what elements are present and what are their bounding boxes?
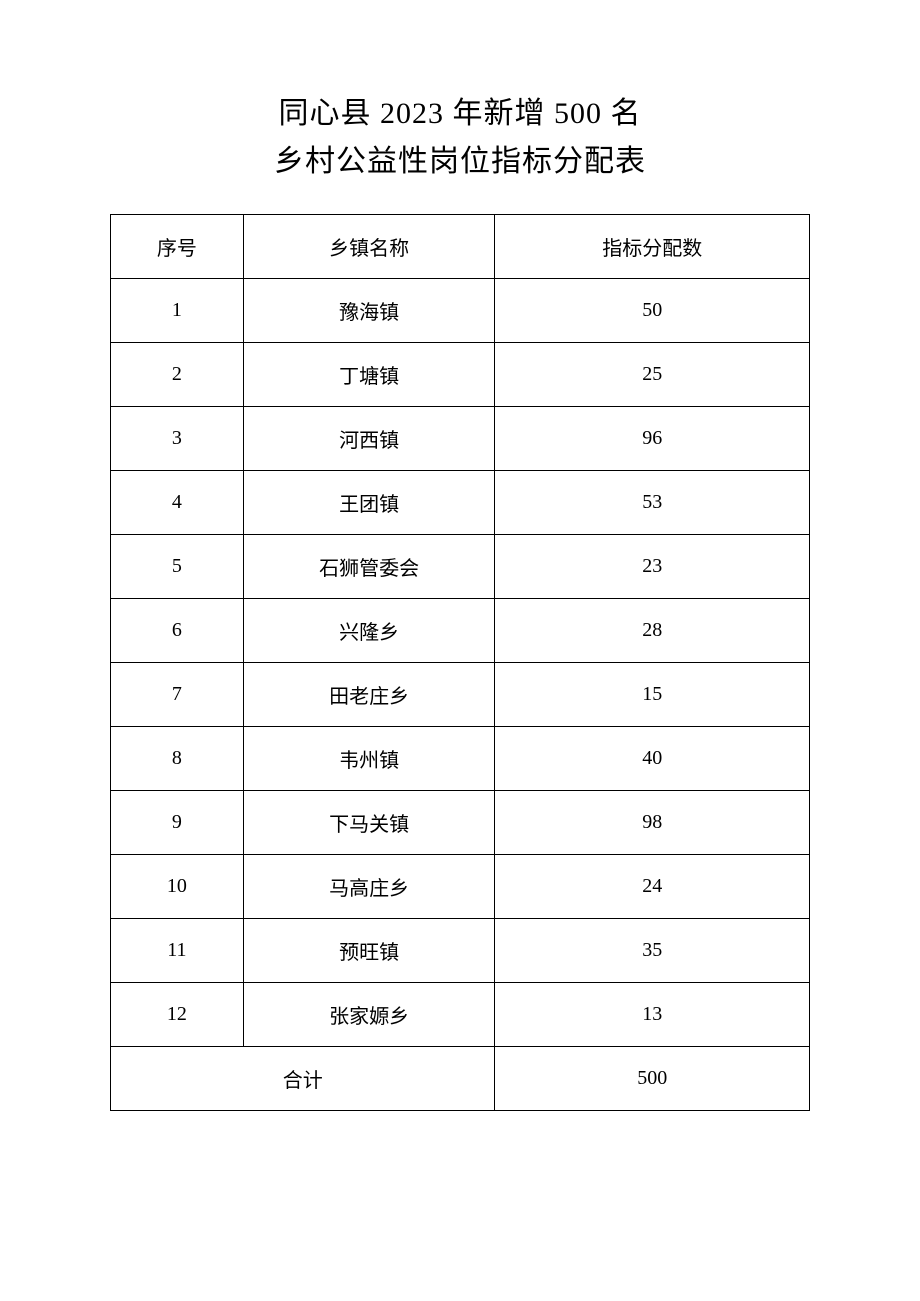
cell-name: 王团镇: [243, 471, 495, 535]
table-row: 7 田老庄乡 15: [111, 663, 810, 727]
header-index: 序号: [111, 215, 244, 279]
cell-value: 50: [495, 279, 810, 343]
cell-index: 2: [111, 343, 244, 407]
table-row: 10 马高庄乡 24: [111, 855, 810, 919]
cell-value: 13: [495, 983, 810, 1047]
cell-index: 6: [111, 599, 244, 663]
cell-value: 96: [495, 407, 810, 471]
cell-index: 12: [111, 983, 244, 1047]
cell-value: 25: [495, 343, 810, 407]
table-row: 2 丁塘镇 25: [111, 343, 810, 407]
table-row: 3 河西镇 96: [111, 407, 810, 471]
table-row: 12 张家嫄乡 13: [111, 983, 810, 1047]
cell-index: 11: [111, 919, 244, 983]
table-row: 8 韦州镇 40: [111, 727, 810, 791]
total-value: 500: [495, 1047, 810, 1111]
cell-index: 5: [111, 535, 244, 599]
title-line-1: 同心县 2023 年新增 500 名: [110, 90, 810, 138]
cell-value: 15: [495, 663, 810, 727]
table-body: 1 豫海镇 50 2 丁塘镇 25 3 河西镇 96 4 王团镇 53 5 石狮…: [111, 279, 810, 1111]
cell-name: 田老庄乡: [243, 663, 495, 727]
cell-index: 10: [111, 855, 244, 919]
cell-index: 1: [111, 279, 244, 343]
cell-name: 马高庄乡: [243, 855, 495, 919]
cell-name: 石狮管委会: [243, 535, 495, 599]
cell-value: 24: [495, 855, 810, 919]
cell-value: 98: [495, 791, 810, 855]
cell-value: 53: [495, 471, 810, 535]
cell-value: 28: [495, 599, 810, 663]
cell-value: 23: [495, 535, 810, 599]
table-header-row: 序号 乡镇名称 指标分配数: [111, 215, 810, 279]
table-row: 4 王团镇 53: [111, 471, 810, 535]
cell-index: 7: [111, 663, 244, 727]
cell-name: 豫海镇: [243, 279, 495, 343]
header-value: 指标分配数: [495, 215, 810, 279]
table-row: 1 豫海镇 50: [111, 279, 810, 343]
table-row: 5 石狮管委会 23: [111, 535, 810, 599]
cell-name: 下马关镇: [243, 791, 495, 855]
table-row: 6 兴隆乡 28: [111, 599, 810, 663]
cell-name: 张家嫄乡: [243, 983, 495, 1047]
header-name: 乡镇名称: [243, 215, 495, 279]
table-row: 9 下马关镇 98: [111, 791, 810, 855]
cell-index: 8: [111, 727, 244, 791]
cell-name: 丁塘镇: [243, 343, 495, 407]
cell-index: 3: [111, 407, 244, 471]
cell-name: 河西镇: [243, 407, 495, 471]
cell-value: 35: [495, 919, 810, 983]
cell-index: 9: [111, 791, 244, 855]
cell-name: 兴隆乡: [243, 599, 495, 663]
cell-name: 韦州镇: [243, 727, 495, 791]
cell-name: 预旺镇: [243, 919, 495, 983]
cell-index: 4: [111, 471, 244, 535]
cell-value: 40: [495, 727, 810, 791]
title-line-2: 乡村公益性岗位指标分配表: [110, 138, 810, 186]
allocation-table: 序号 乡镇名称 指标分配数 1 豫海镇 50 2 丁塘镇 25 3 河西镇 96…: [110, 214, 810, 1111]
table-row: 11 预旺镇 35: [111, 919, 810, 983]
table-total-row: 合计 500: [111, 1047, 810, 1111]
document-title: 同心县 2023 年新增 500 名 乡村公益性岗位指标分配表: [110, 90, 810, 186]
total-label: 合计: [111, 1047, 495, 1111]
